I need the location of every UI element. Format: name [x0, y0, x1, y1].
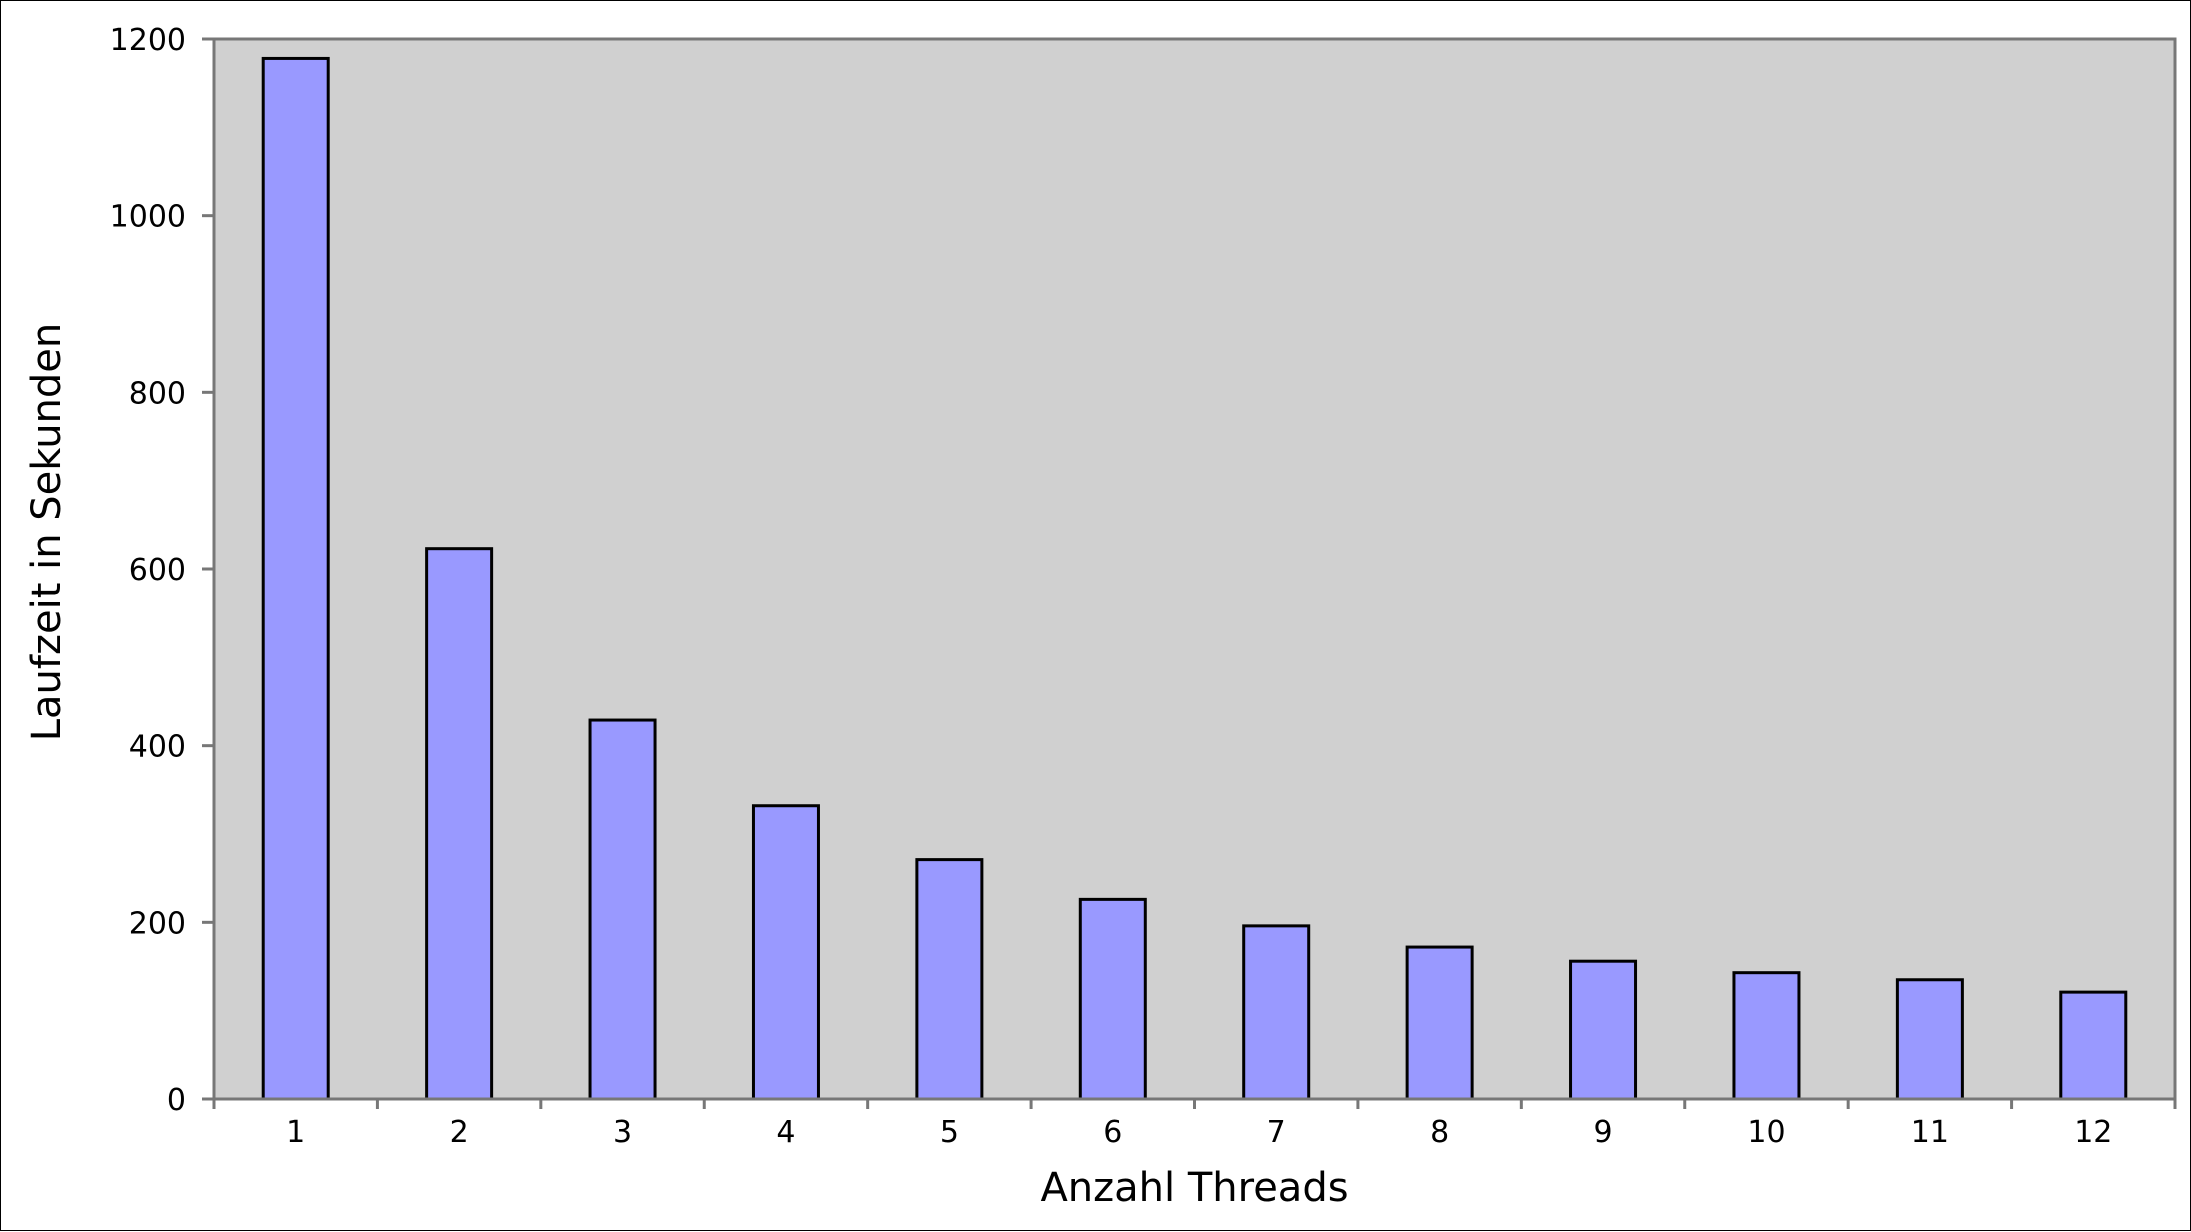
x-tick-label: 2 — [450, 1115, 469, 1150]
x-tick-label: 1 — [286, 1115, 305, 1150]
x-tick-label: 12 — [2074, 1115, 2112, 1150]
y-axis: 0 200 400 600 800 1000 1200 — [110, 23, 214, 1118]
x-tick-label: 8 — [1430, 1115, 1449, 1150]
x-tick-label: 7 — [1267, 1115, 1286, 1150]
bar-3 — [588, 718, 657, 1101]
bar-11 — [1895, 978, 1964, 1101]
x-tick-label: 11 — [1911, 1115, 1949, 1150]
x-tick-label: 3 — [613, 1115, 632, 1150]
plot-area — [212, 37, 2177, 1101]
y-tick-label: 200 — [129, 906, 186, 941]
y-tick-label: 1200 — [110, 23, 186, 58]
y-tick-label: 0 — [167, 1083, 186, 1118]
x-tick-label: 10 — [1747, 1115, 1785, 1150]
bar-9 — [1569, 959, 1638, 1101]
bar-2 — [425, 547, 494, 1101]
x-tick-label: 6 — [1103, 1115, 1122, 1150]
bar-5 — [915, 858, 984, 1101]
x-tick-label: 4 — [776, 1115, 795, 1150]
x-tick-label: 5 — [940, 1115, 959, 1150]
bar-8 — [1405, 945, 1474, 1101]
bar-10 — [1732, 971, 1801, 1101]
x-axis-title: Anzahl Threads — [1040, 1165, 1348, 1211]
bar-4 — [751, 804, 820, 1101]
y-tick-label: 800 — [129, 376, 186, 411]
bar-7 — [1242, 924, 1311, 1101]
bar-group — [261, 56, 2128, 1101]
y-tick-label: 1000 — [110, 200, 186, 235]
y-tick-label: 400 — [129, 730, 186, 765]
bar-6 — [1078, 897, 1147, 1101]
x-axis: 1 2 3 4 5 6 7 8 9 10 11 12 — [212, 1097, 2177, 1150]
bar-12 — [2059, 990, 2128, 1101]
y-tick-label: 600 — [129, 553, 186, 588]
bar-1 — [261, 56, 330, 1101]
x-tick-label: 9 — [1593, 1115, 1612, 1150]
y-axis-title: Laufzeit in Sekunden — [24, 323, 70, 742]
